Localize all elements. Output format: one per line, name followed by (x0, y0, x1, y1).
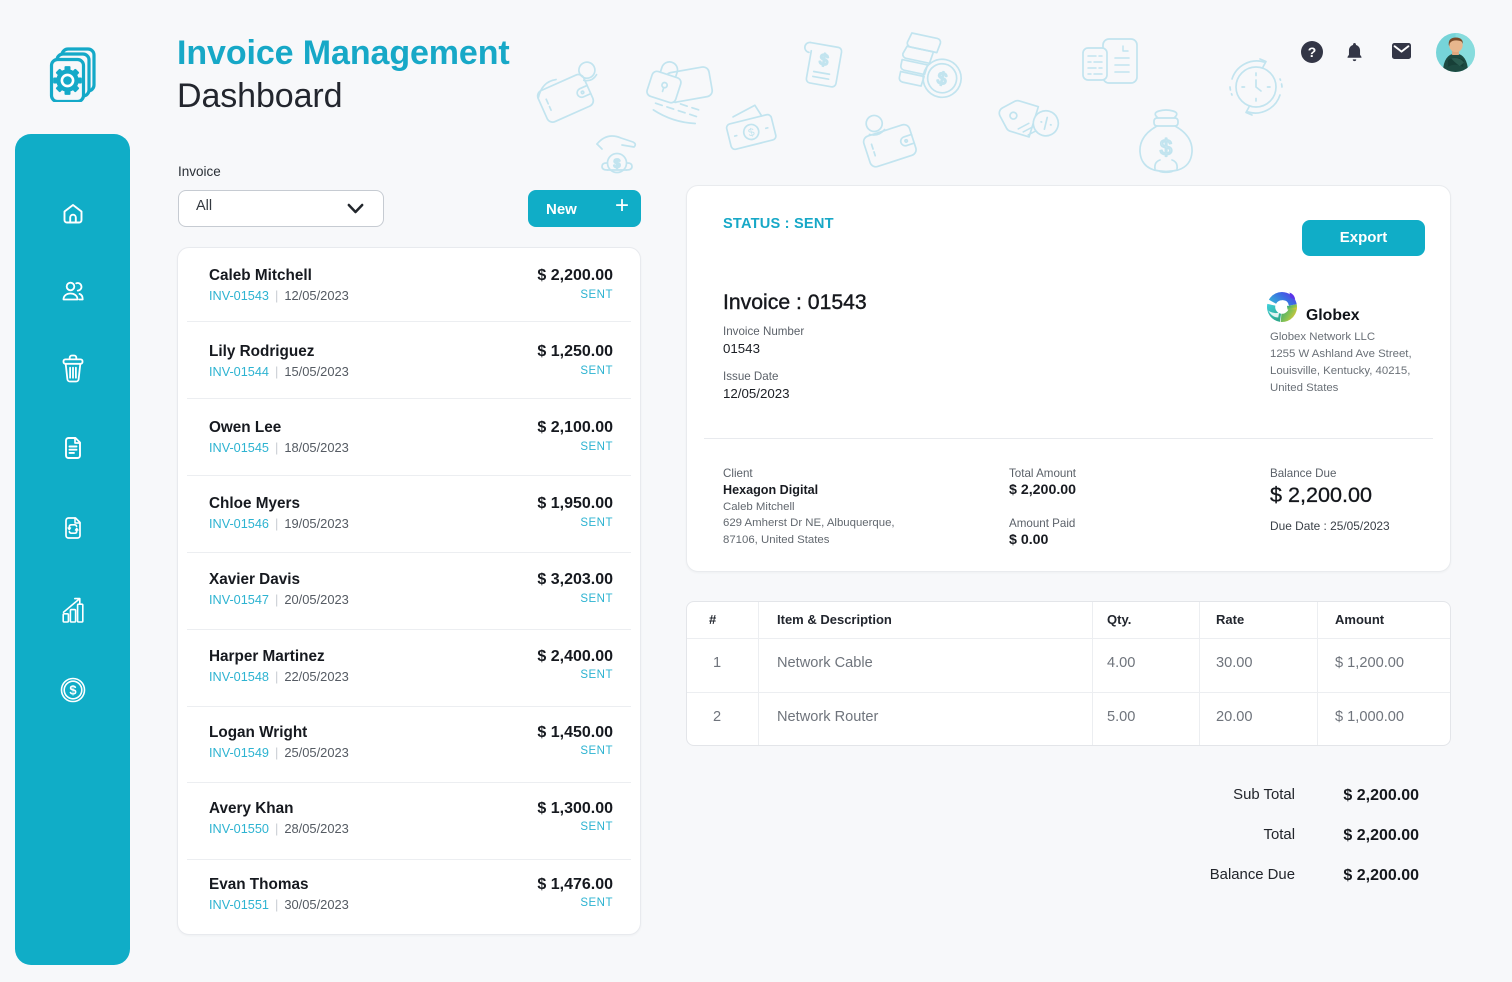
svg-text:$: $ (818, 51, 830, 69)
svg-text:$: $ (747, 126, 756, 139)
svg-text:$: $ (69, 683, 77, 698)
svg-text:$: $ (614, 157, 621, 171)
svg-text:$: $ (935, 68, 949, 89)
svg-text:?: ? (1308, 44, 1317, 60)
svg-text:$: $ (1160, 135, 1172, 160)
